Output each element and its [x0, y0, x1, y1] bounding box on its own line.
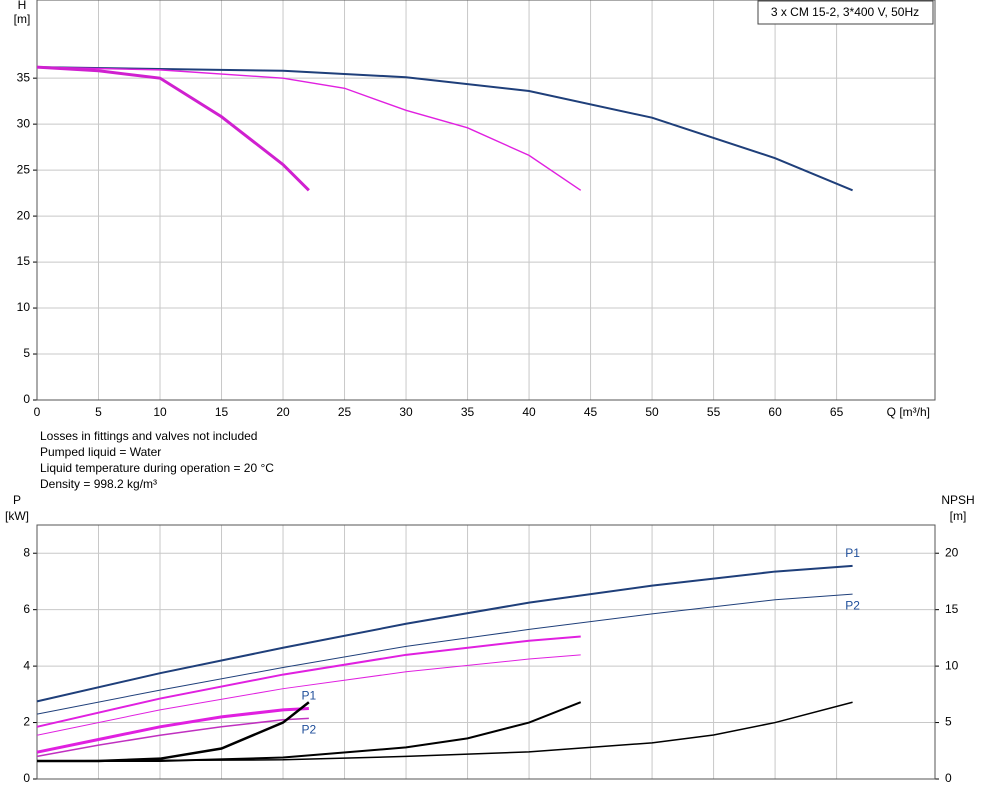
chart-title: 3 x CM 15-2, 3*400 V, 50Hz — [771, 5, 919, 19]
y2-tick-label: 0 — [945, 771, 952, 785]
x-tick-label: 0 — [34, 405, 41, 419]
curve-label: P2 — [302, 722, 317, 736]
title-box — [757, 0, 934, 25]
y-label: H — [18, 0, 27, 12]
y-tick-label: 0 — [23, 771, 30, 785]
y-label: [m] — [14, 12, 31, 26]
y2-label: [m] — [950, 509, 967, 523]
x-tick-label: 5 — [95, 405, 102, 419]
curve-label: P2 — [845, 598, 860, 612]
y2-tick-label: 10 — [945, 658, 959, 672]
note: Density = 998.2 kg/m³ — [40, 477, 157, 491]
y2-label: NPSH — [941, 493, 974, 507]
curve — [36, 66, 853, 192]
y-tick-label: 2 — [23, 715, 30, 729]
note: Pumped liquid = Water — [40, 445, 161, 459]
y-tick-label: 8 — [23, 545, 30, 559]
x-tick-label: 25 — [338, 405, 352, 419]
x-tick-label: 15 — [215, 405, 229, 419]
y-tick-label: 10 — [17, 300, 31, 314]
x-tick-label: 20 — [276, 405, 290, 419]
plot-area — [37, 525, 935, 779]
curve — [36, 66, 582, 191]
x-tick-label: 60 — [768, 405, 782, 419]
curve — [36, 564, 853, 703]
curve — [36, 65, 310, 192]
curve — [36, 706, 309, 754]
y-tick-label: 30 — [17, 116, 31, 130]
y-tick-label: 6 — [23, 602, 30, 616]
x-tick-label: 35 — [461, 405, 475, 419]
x-tick-label: 40 — [522, 405, 536, 419]
y-tick-label: 20 — [17, 208, 31, 222]
x-tick-label: 65 — [830, 405, 844, 419]
y2-tick-label: 5 — [945, 715, 952, 729]
y-label: P — [13, 493, 21, 507]
curve-label: P1 — [302, 689, 317, 703]
x-tick-label: 10 — [153, 405, 167, 419]
y-tick-label: 4 — [23, 658, 30, 672]
curve — [36, 654, 581, 736]
x-tick-label: 50 — [645, 405, 659, 419]
y-label: [kW] — [5, 509, 29, 523]
x-tick-label: 55 — [707, 405, 721, 419]
note: Losses in fittings and valves not includ… — [40, 429, 257, 443]
curve — [36, 593, 853, 715]
x-tick-label: 30 — [399, 405, 413, 419]
y-tick-label: 35 — [17, 70, 31, 84]
y-tick-label: 0 — [23, 392, 30, 406]
curve-label: P1 — [845, 546, 860, 560]
curve — [36, 635, 581, 728]
plot-frame — [36, 524, 936, 780]
curve — [36, 701, 853, 762]
y-tick-label: 25 — [17, 162, 31, 176]
y-tick-label: 15 — [17, 254, 31, 268]
x-tick-label: 45 — [584, 405, 598, 419]
y2-tick-label: 15 — [945, 602, 959, 616]
plot-area — [37, 0, 935, 400]
y-tick-label: 5 — [23, 346, 30, 360]
y2-tick-label: 20 — [945, 545, 959, 559]
note: Liquid temperature during operation = 20… — [40, 461, 274, 475]
x-label: Q [m³/h] — [887, 405, 930, 419]
plot-frame — [36, 0, 936, 401]
